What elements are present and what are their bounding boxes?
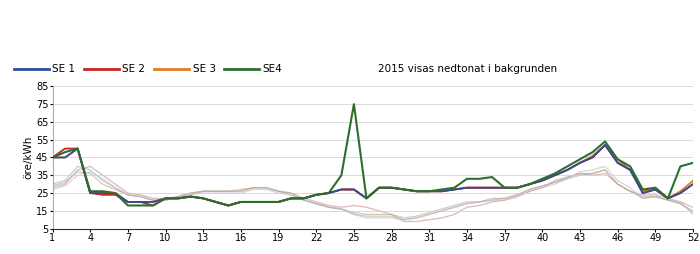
Text: SE 2: SE 2: [122, 64, 146, 74]
Y-axis label: öre/kWh: öre/kWh: [23, 136, 33, 179]
Text: SE 1: SE 1: [52, 64, 76, 74]
Text: Spotprisets utveckling 2016 • Nordpool: Spotprisets utveckling 2016 • Nordpool: [6, 20, 316, 34]
Text: SE4: SE4: [262, 64, 282, 74]
Text: SE 3: SE 3: [193, 64, 216, 74]
Text: 2015 visas nedtonat i bakgrunden: 2015 visas nedtonat i bakgrunden: [378, 64, 557, 74]
